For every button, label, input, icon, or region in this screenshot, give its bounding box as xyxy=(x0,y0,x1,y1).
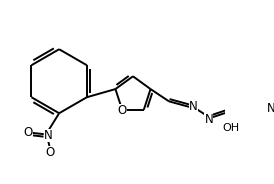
Text: OH: OH xyxy=(222,123,240,133)
Text: N: N xyxy=(189,100,198,113)
Text: N: N xyxy=(205,113,213,126)
Text: N: N xyxy=(267,102,274,115)
Text: N: N xyxy=(44,129,52,142)
Text: O: O xyxy=(117,105,127,117)
Text: O: O xyxy=(45,146,55,159)
Text: O: O xyxy=(24,126,33,139)
